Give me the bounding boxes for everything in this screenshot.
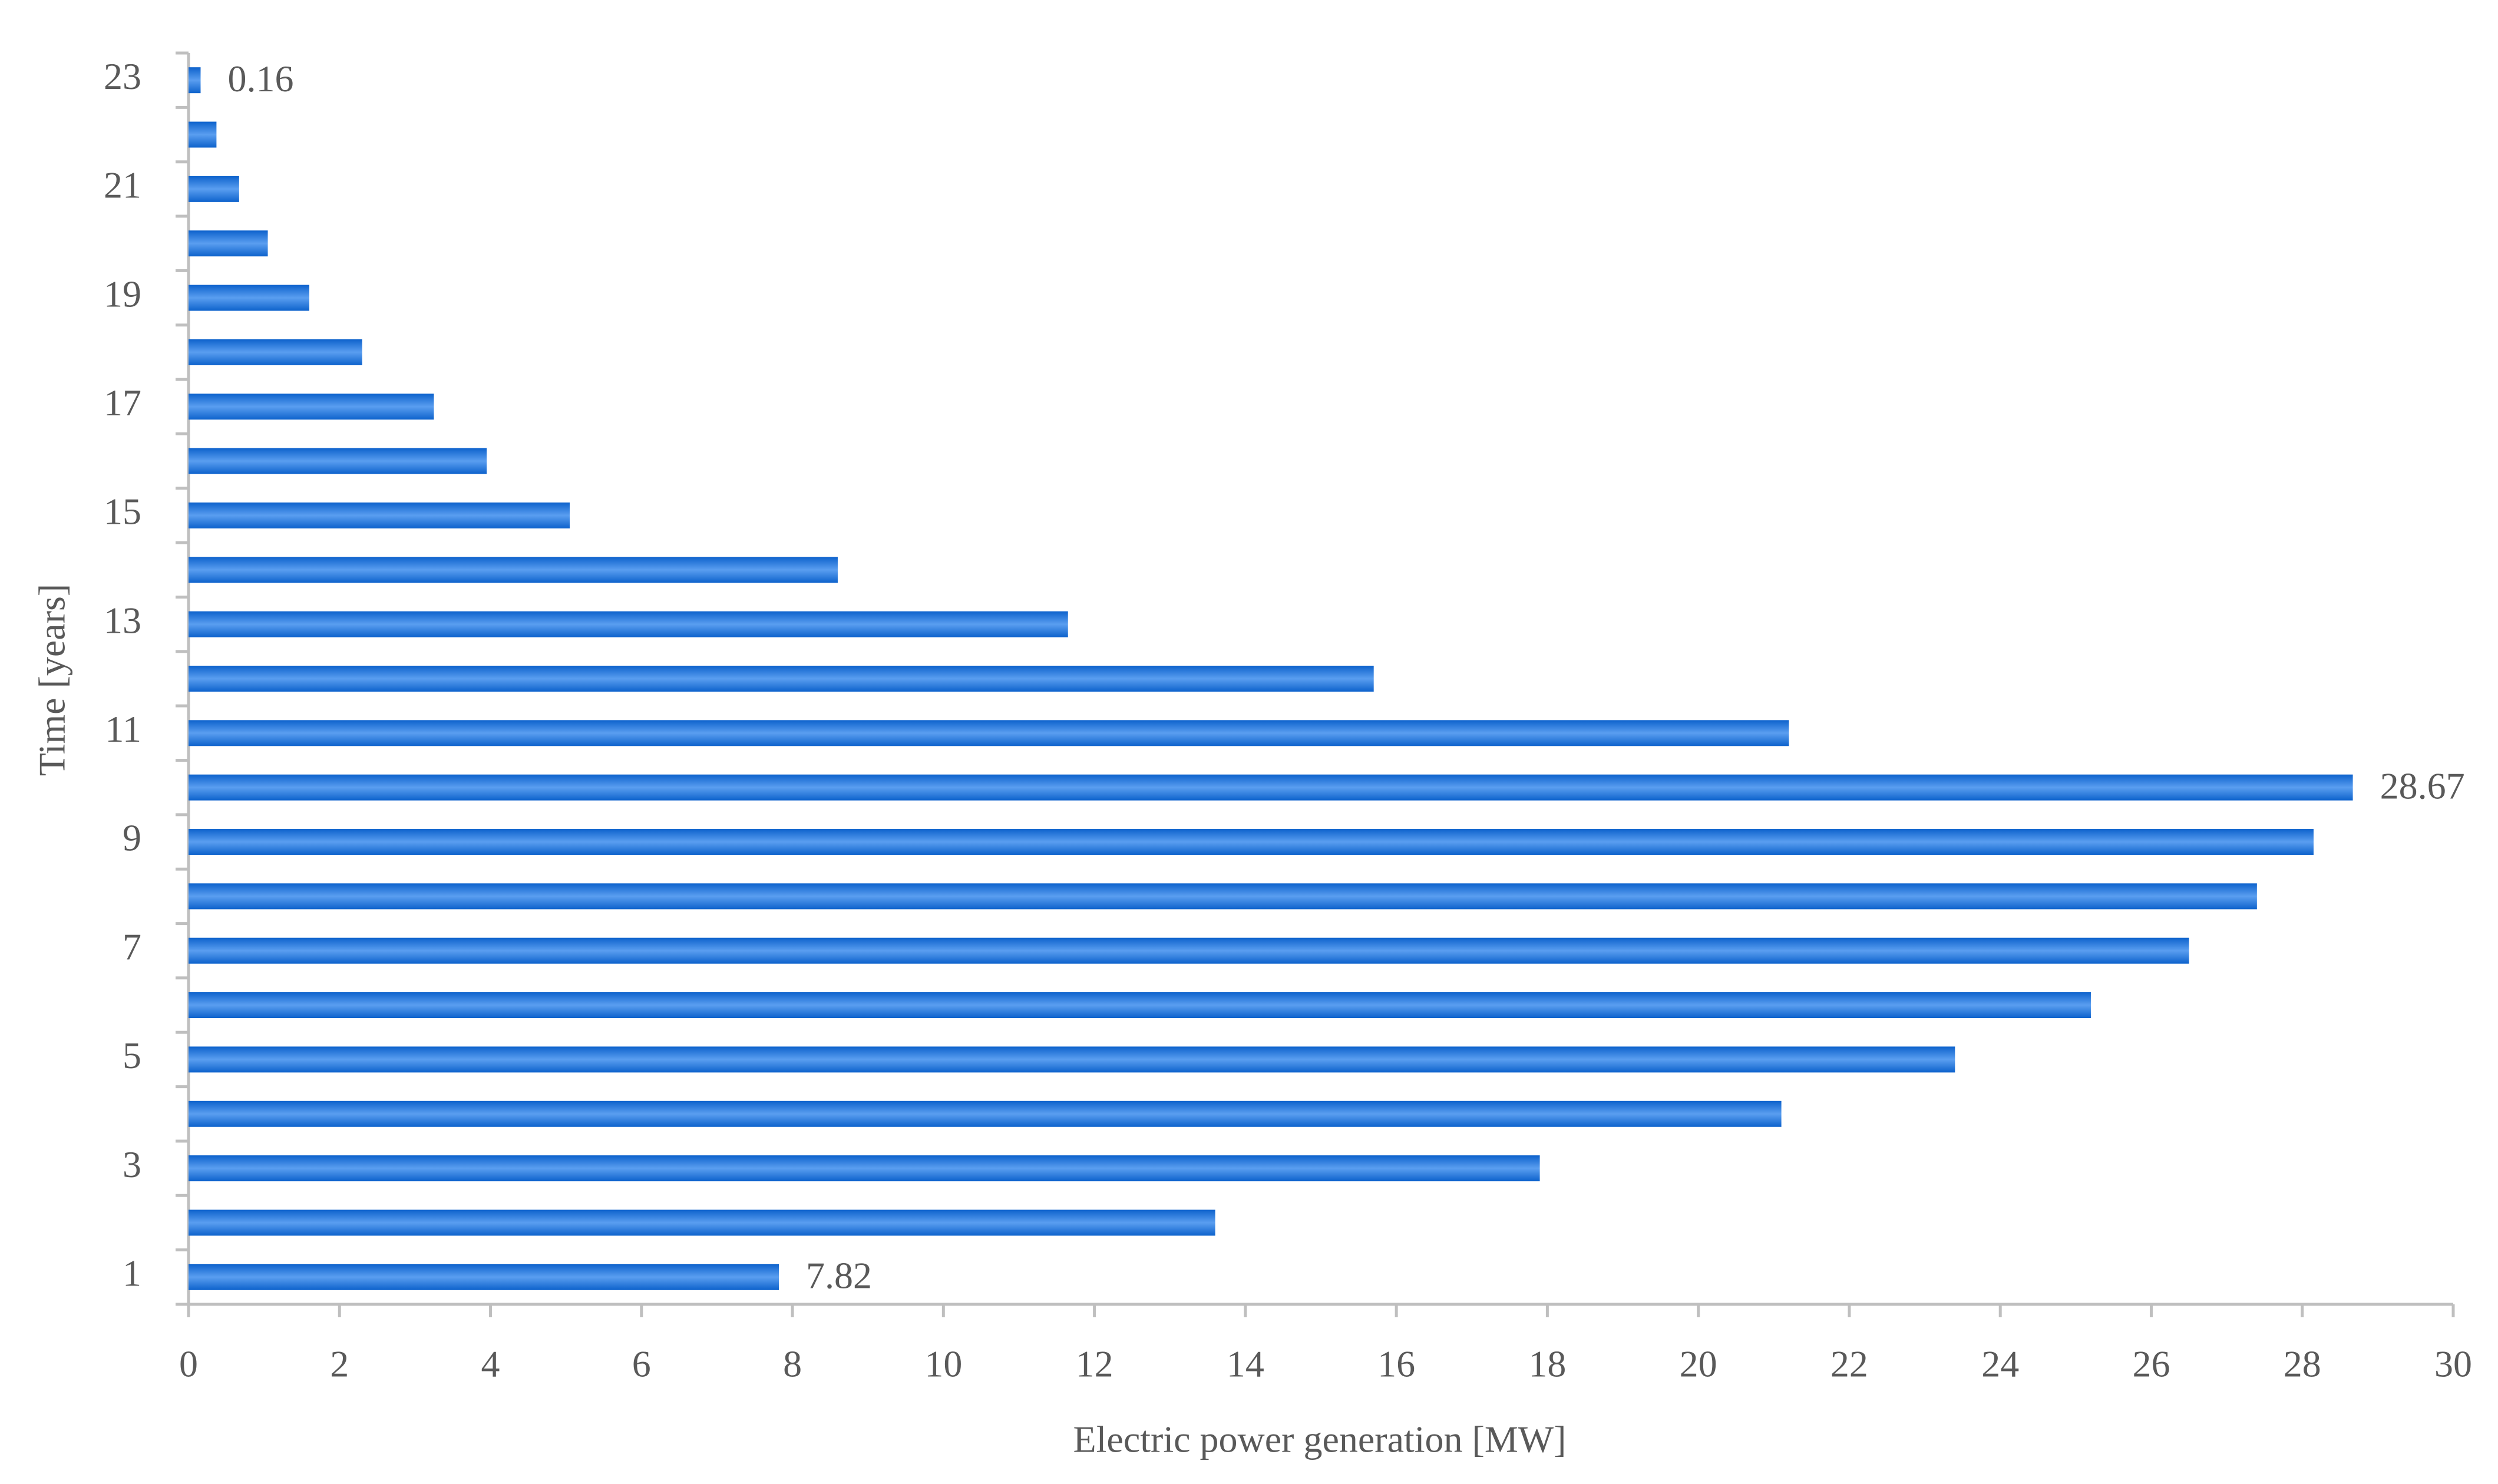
bar <box>189 666 1374 692</box>
bar <box>189 394 434 420</box>
x-tick-label: 20 <box>1680 1343 1717 1385</box>
bar <box>189 1209 1215 1236</box>
bar <box>189 121 217 148</box>
y-tick-label: 9 <box>123 817 141 859</box>
x-tick-label: 12 <box>1076 1343 1113 1385</box>
x-tick-label: 4 <box>481 1343 500 1385</box>
x-tick-label: 10 <box>924 1343 962 1385</box>
bar <box>189 67 201 94</box>
bar <box>189 1046 1955 1073</box>
y-tick-label: 1 <box>123 1252 141 1294</box>
x-tick-label: 26 <box>2132 1343 2170 1385</box>
y-tick-label: 13 <box>104 599 141 641</box>
bar <box>189 1100 1782 1127</box>
x-tick-label: 6 <box>632 1343 651 1385</box>
data-label: 0.16 <box>228 58 294 100</box>
y-tick-label: 11 <box>105 708 141 750</box>
x-tick-label: 16 <box>1377 1343 1415 1385</box>
x-tick-label: 24 <box>1981 1343 2019 1385</box>
data-label: 7.82 <box>806 1255 872 1297</box>
x-tick-label: 30 <box>2434 1343 2472 1385</box>
y-tick-label: 17 <box>104 382 141 424</box>
x-tick-label: 0 <box>179 1343 198 1385</box>
x-tick-label: 14 <box>1227 1343 1264 1385</box>
y-tick-label: 21 <box>104 164 141 206</box>
bar <box>189 557 838 583</box>
y-tick-label: 19 <box>104 273 141 315</box>
y-tick-label: 3 <box>123 1143 141 1185</box>
y-axis-title: Time [years] <box>31 584 73 776</box>
bar <box>189 230 268 257</box>
x-tick-label: 18 <box>1528 1343 1566 1385</box>
x-tick-label: 8 <box>783 1343 802 1385</box>
bar <box>189 611 1068 637</box>
bar <box>189 1264 779 1290</box>
bar <box>189 774 2353 801</box>
bar <box>189 720 1789 746</box>
x-tick-label: 28 <box>2284 1343 2321 1385</box>
bar <box>189 285 310 311</box>
bar <box>189 1155 1540 1182</box>
bar <box>189 339 362 365</box>
x-tick-label: 2 <box>330 1343 349 1385</box>
x-axis-title: Electric power generation [MW] <box>1073 1419 1567 1460</box>
bar <box>189 176 239 202</box>
bar <box>189 992 2091 1019</box>
bar <box>189 883 2257 910</box>
y-tick-label: 15 <box>104 491 141 533</box>
y-tick-label: 5 <box>123 1034 141 1076</box>
bar <box>189 829 2314 855</box>
bar <box>189 937 2189 964</box>
bar <box>189 502 570 528</box>
data-label: 28.67 <box>2380 765 2465 807</box>
x-tick-label: 22 <box>1830 1343 1868 1385</box>
bar <box>189 448 487 474</box>
y-tick-label: 23 <box>104 55 141 97</box>
y-tick-label: 7 <box>123 926 141 967</box>
